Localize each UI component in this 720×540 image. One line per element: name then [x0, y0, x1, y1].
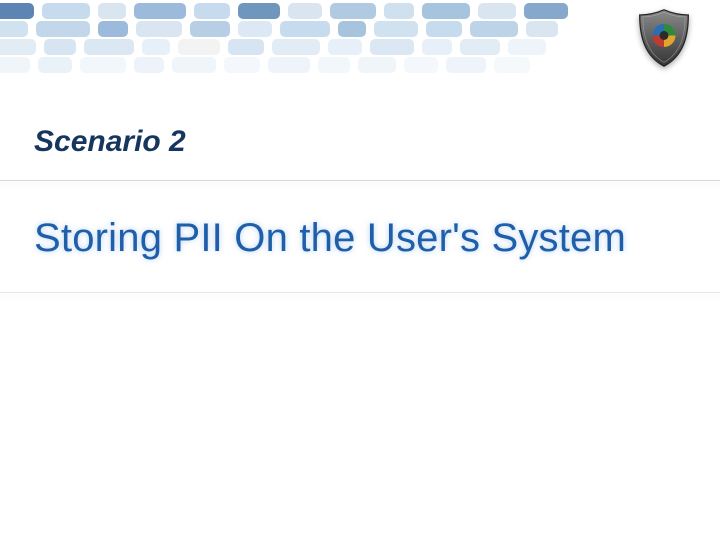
decor-pill	[478, 3, 516, 19]
decor-pill	[44, 39, 76, 55]
decor-pill	[134, 3, 186, 19]
decor-pill	[330, 3, 376, 19]
decor-pill	[374, 21, 418, 37]
decor-pill	[0, 21, 28, 37]
decor-pill	[384, 3, 414, 19]
decor-pill	[190, 21, 230, 37]
decor-pill	[136, 21, 182, 37]
decor-pill	[460, 39, 500, 55]
decor-pill	[98, 3, 126, 19]
decor-pill	[228, 39, 264, 55]
slide-title: Storing PII On the User's System	[34, 216, 626, 261]
decor-pill	[98, 21, 128, 37]
decor-pill	[358, 57, 396, 73]
decor-pill	[508, 39, 546, 55]
decor-pill	[422, 39, 452, 55]
decor-pill	[494, 57, 530, 73]
decor-pill	[224, 57, 260, 73]
decor-pill	[38, 57, 72, 73]
decor-pill	[172, 57, 216, 73]
decor-pill	[84, 39, 134, 55]
decor-pill	[36, 21, 90, 37]
decor-pill	[0, 3, 34, 19]
decor-pill	[238, 3, 280, 19]
decor-row	[0, 38, 554, 56]
decor-row	[0, 56, 538, 74]
decor-pill	[328, 39, 362, 55]
decor-pill	[404, 57, 438, 73]
shield-icon	[632, 6, 696, 70]
decor-pill	[42, 3, 90, 19]
divider-upper	[0, 180, 720, 181]
decor-pill	[80, 57, 126, 73]
decor-pill	[526, 21, 558, 37]
decor-pill	[238, 21, 272, 37]
decor-pill	[142, 39, 170, 55]
decor-pill	[338, 21, 366, 37]
decor-pill	[0, 57, 30, 73]
decor-pill	[134, 57, 164, 73]
divider-lower	[0, 292, 720, 293]
decor-pill	[446, 57, 486, 73]
decor-pill	[280, 21, 330, 37]
decor-pill	[272, 39, 320, 55]
decor-pill	[524, 3, 568, 19]
decor-row	[0, 2, 576, 20]
decorative-pattern	[0, 0, 720, 78]
decor-pill	[370, 39, 414, 55]
scenario-label: Scenario 2	[34, 125, 186, 159]
decor-row	[0, 20, 566, 38]
decor-pill	[470, 21, 518, 37]
decor-pill	[268, 57, 310, 73]
slide: Scenario 2 Storing PII On the User's Sys…	[0, 0, 720, 540]
decor-pill	[422, 3, 470, 19]
decor-pill	[426, 21, 462, 37]
decor-pill	[288, 3, 322, 19]
decor-pill	[318, 57, 350, 73]
decor-pill	[178, 39, 220, 55]
decor-pill	[0, 39, 36, 55]
decor-pill	[194, 3, 230, 19]
